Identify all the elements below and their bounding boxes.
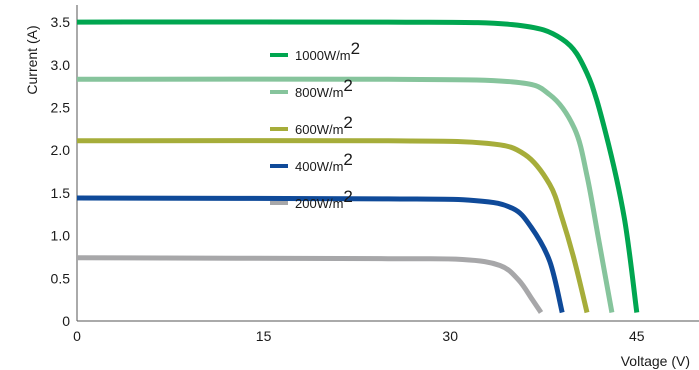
y-tick-label: 0 (62, 313, 70, 329)
legend-label: 600W/m2 (295, 113, 353, 137)
x-tick-label: 45 (629, 328, 645, 344)
legend-label: 400W/m2 (295, 150, 353, 174)
x-axis-label: Voltage (V) (621, 353, 690, 369)
legend-label-text: 800W/m (295, 85, 343, 100)
x-tick-label: 30 (442, 328, 458, 344)
series-line-200w-m2 (76, 255, 544, 314)
series-line-800w-m2 (76, 76, 615, 313)
legend-label: 1000W/m2 (295, 39, 360, 63)
series-line-400w-m2 (76, 195, 565, 314)
legend-label-text: 1000W/m (295, 48, 351, 63)
y-tick-label: 3.5 (51, 14, 71, 30)
plot-frame (76, 5, 699, 322)
series-line-1000w-m2 (76, 19, 640, 313)
legend-label-superscript: 2 (343, 113, 352, 132)
legend-label-text: 400W/m (295, 159, 343, 174)
series-curves (76, 19, 640, 314)
legend-label-superscript: 2 (351, 39, 360, 58)
legend-label-text: 600W/m (295, 122, 343, 137)
y-tick-label: 3.0 (51, 57, 71, 73)
y-tick-label: 1.0 (51, 228, 71, 244)
legend-label-superscript: 2 (343, 187, 352, 206)
x-tick-labels: 0 15 30 45 (73, 328, 645, 344)
x-tick-label: 0 (73, 328, 81, 344)
y-tick-label: 2.5 (51, 99, 71, 115)
y-tick-label: 1.5 (51, 185, 71, 201)
y-tick-labels: 0 0.5 1.0 1.5 2.0 2.5 3.0 3.5 (51, 14, 71, 329)
series-line-600w-m2 (76, 138, 590, 314)
legend-label-superscript: 2 (343, 76, 352, 95)
legend-label: 800W/m2 (295, 76, 353, 100)
legend-label-superscript: 2 (343, 150, 352, 169)
y-axis-label: Current (A) (24, 25, 40, 94)
x-tick-label: 15 (256, 328, 272, 344)
y-tick-label: 2.0 (51, 142, 71, 158)
legend-label: 200W/m2 (295, 187, 353, 211)
y-tick-label: 0.5 (51, 270, 71, 286)
legend-label-text: 200W/m (295, 196, 343, 211)
